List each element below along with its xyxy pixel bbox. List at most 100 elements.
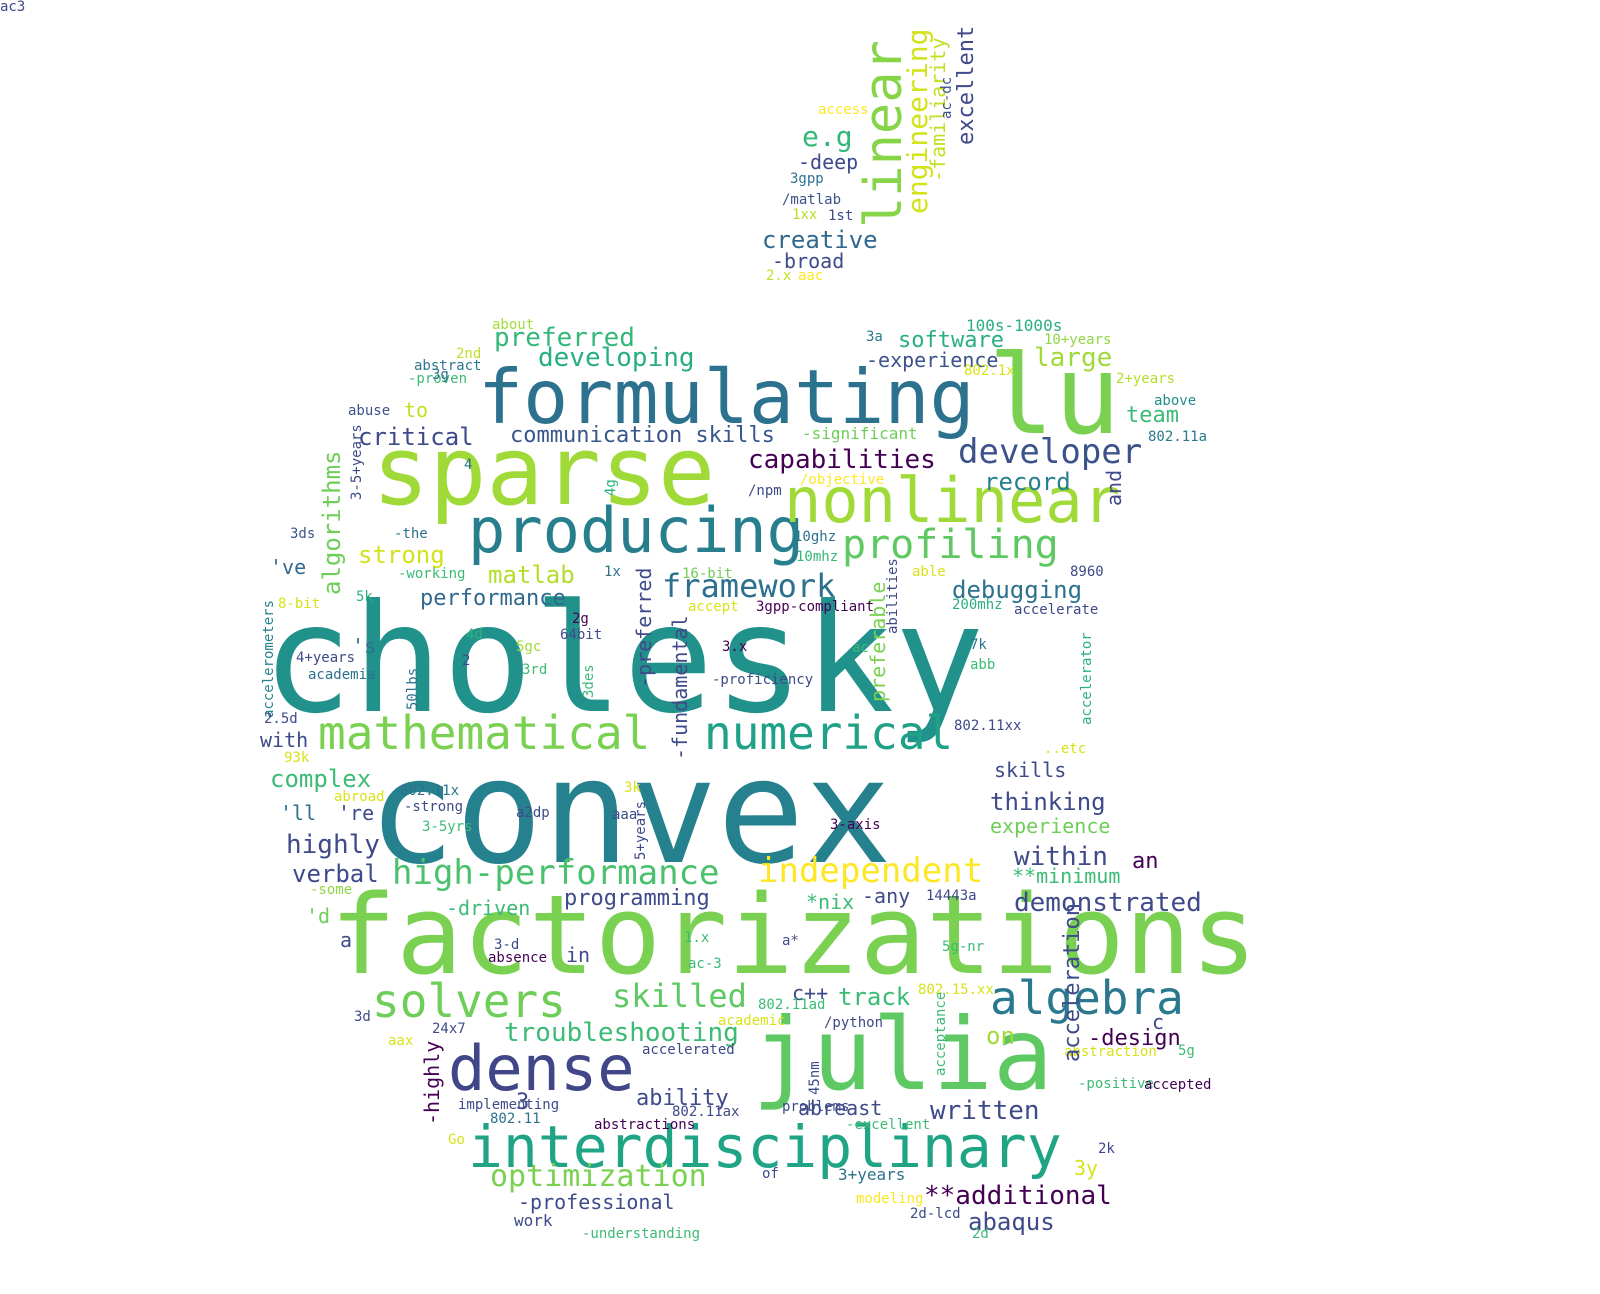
cloud-word: access bbox=[818, 102, 869, 118]
cloud-word: written bbox=[930, 1096, 1040, 1126]
cloud-word: accepted bbox=[1144, 1077, 1212, 1093]
cloud-word: -excellent bbox=[846, 1117, 931, 1133]
cloud-word: c++ bbox=[792, 981, 829, 1005]
cloud-word: -the bbox=[394, 526, 428, 542]
cloud-word: 8-bit bbox=[278, 596, 321, 612]
cloud-word: 1xx bbox=[792, 207, 818, 223]
cloud-word: 'd bbox=[306, 904, 331, 928]
cloud-word: abstractions bbox=[594, 1117, 696, 1133]
cloud-word: complex bbox=[270, 765, 372, 793]
cloud-word: 's bbox=[352, 634, 377, 658]
cloud-word: -any bbox=[862, 884, 911, 908]
cloud-word: -significant bbox=[802, 424, 918, 443]
cloud-word: a* bbox=[782, 933, 799, 949]
cloud-word: -fundamental bbox=[668, 615, 692, 761]
cloud-word: an bbox=[1132, 849, 1159, 874]
cloud-word: 802.11ad bbox=[758, 997, 826, 1013]
cloud-word: 4 bbox=[464, 457, 473, 473]
cloud-word: abstraction bbox=[1064, 1044, 1157, 1060]
cloud-word: 802.11a bbox=[1148, 429, 1208, 445]
cloud-word: within bbox=[1014, 842, 1108, 872]
cloud-word: c bbox=[1152, 1010, 1165, 1034]
cloud-word: -experience bbox=[866, 348, 999, 372]
cloud-word: 3y bbox=[1074, 1156, 1099, 1180]
cloud-word: 3gpp-compliant bbox=[756, 599, 875, 615]
cloud-word: 2.x bbox=[766, 268, 792, 284]
cloud-word: problems bbox=[782, 1099, 850, 1115]
cloud-word: implementing bbox=[458, 1097, 560, 1113]
cloud-word: 64bit bbox=[560, 627, 603, 643]
cloud-word: **minimum bbox=[1012, 864, 1121, 888]
cloud-word: /npm bbox=[748, 483, 782, 499]
cloud-word: abstract bbox=[414, 358, 482, 374]
cloud-word: profiling bbox=[842, 522, 1059, 568]
cloud-word: strong bbox=[358, 541, 445, 569]
cloud-word: 2d-lcd bbox=[910, 1206, 961, 1222]
cloud-word: 3k bbox=[624, 780, 641, 796]
cloud-word: accelerometers bbox=[261, 599, 277, 718]
cloud-word: sparse bbox=[372, 417, 716, 527]
cloud-word: 5gc bbox=[516, 639, 542, 655]
cloud-word: work bbox=[514, 1211, 553, 1230]
cloud-word: 4+years bbox=[296, 650, 356, 666]
cloud-word: Go bbox=[448, 1132, 465, 1148]
cloud-word: 1x bbox=[604, 564, 621, 580]
cloud-word: and bbox=[1102, 469, 1126, 506]
cloud-word: demonstrated bbox=[1014, 888, 1202, 918]
cloud-word: algebra bbox=[990, 971, 1184, 1025]
cloud-word: factorizations bbox=[330, 871, 1258, 999]
cloud-word: 3.x bbox=[722, 639, 748, 655]
cloud-word: 've bbox=[270, 555, 307, 579]
cloud-word: 5k bbox=[356, 589, 373, 605]
cloud-word: accelerate bbox=[1014, 602, 1099, 618]
cloud-word: developing bbox=[538, 343, 695, 373]
cloud-word: on bbox=[986, 1022, 1015, 1050]
cloud-word: 50lbs bbox=[405, 667, 421, 710]
cloud-word: capabilities bbox=[748, 445, 936, 475]
cloud-word: 3des bbox=[581, 664, 597, 698]
cloud-word: nonlinear bbox=[784, 464, 1120, 537]
cloud-word: critical bbox=[358, 423, 474, 451]
cloud-word: julia bbox=[752, 996, 1054, 1113]
cloud-word: experience bbox=[990, 814, 1111, 838]
cloud-word: 802.11 bbox=[490, 1111, 541, 1127]
cloud-word: -proficiency bbox=[712, 672, 814, 688]
cloud-word: ac bbox=[852, 640, 869, 656]
cloud-word: -driven bbox=[446, 896, 531, 920]
cloud-word: academia bbox=[308, 667, 376, 683]
cloud-word: -highly bbox=[420, 1040, 444, 1125]
cloud-word: -deep bbox=[798, 150, 859, 174]
cloud-word: ac-3 bbox=[688, 956, 722, 972]
cloud-word: 2.5d bbox=[264, 711, 298, 727]
cloud-word: 3ds bbox=[290, 526, 316, 542]
cloud-word: 4g bbox=[603, 479, 619, 496]
cloud-word: preferred bbox=[494, 323, 635, 353]
cloud-word: 5g bbox=[1178, 1043, 1195, 1059]
cloud-word: academic bbox=[718, 1013, 786, 1029]
cloud-word: acceptance bbox=[933, 991, 949, 1076]
cloud-word: high-performance bbox=[392, 853, 720, 893]
cloud-word: cholesky bbox=[262, 573, 985, 747]
cloud-word: acceleration bbox=[1060, 903, 1085, 1062]
cloud-word: independent bbox=[758, 851, 984, 891]
cloud-word: communication skills bbox=[510, 423, 775, 448]
cloud-word: 3g bbox=[432, 367, 449, 383]
cloud-word: convex bbox=[368, 728, 892, 897]
cloud-word: 100s-1000s bbox=[966, 316, 1063, 335]
cloud-word: 200mhz bbox=[952, 597, 1003, 613]
cloud-word: above bbox=[1154, 393, 1197, 409]
cloud-word: 2nd bbox=[456, 346, 482, 362]
cloud-word: 10+years bbox=[1044, 332, 1112, 348]
cloud-word: 3d bbox=[354, 1009, 371, 1025]
cloud-word: accelerator bbox=[1079, 632, 1095, 725]
cloud-word: 3a bbox=[866, 329, 883, 345]
cloud-word: developer bbox=[958, 432, 1143, 472]
cloud-word: abaqus bbox=[968, 1208, 1055, 1236]
cloud-word: excellent bbox=[954, 25, 979, 145]
cloud-word: ac-dc bbox=[939, 76, 955, 119]
cloud-word: mathematical bbox=[318, 706, 651, 760]
cloud-word: 2g bbox=[572, 611, 589, 627]
cloud-word: skills bbox=[994, 758, 1067, 782]
cloud-word: verbal bbox=[292, 860, 379, 888]
